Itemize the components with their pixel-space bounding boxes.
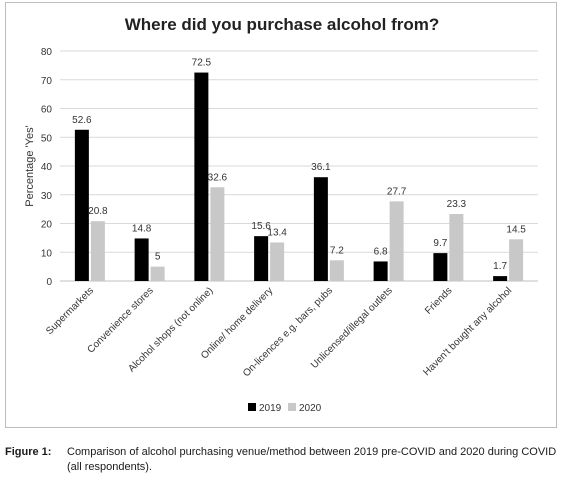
data-label-2020: 5: [155, 252, 161, 263]
data-label-2019: 52.6: [72, 115, 92, 126]
bar-2019: [313, 177, 328, 281]
y-tick-label: 40: [41, 162, 53, 173]
legend-label-2019: 2019: [259, 403, 282, 414]
bar-2019: [74, 129, 89, 281]
y-tick-label: 20: [41, 220, 53, 231]
bar-chart: Where did you purchase alcohol from? 0 10 2…: [24, 15, 538, 414]
data-label-2019: 9.7: [433, 238, 447, 249]
bar-2019: [493, 276, 508, 281]
data-label-2020: 7.2: [330, 245, 344, 256]
bar-2020: [449, 214, 464, 281]
bar-2020: [90, 221, 105, 281]
data-label-2020: 20.8: [88, 206, 108, 217]
chart-frame: [5, 2, 557, 428]
data-label-2020: 14.5: [506, 224, 526, 235]
figure-caption-text: Comparison of alcohol purchasing venue/m…: [67, 446, 557, 473]
data-label-2020: 27.7: [387, 186, 407, 197]
y-tick-label: 30: [41, 191, 53, 202]
bar-2019: [254, 236, 269, 281]
data-label-2019: 6.8: [374, 246, 388, 257]
y-tick-label: 60: [41, 105, 53, 116]
data-label-2019: 1.7: [493, 261, 507, 272]
bar-2020: [509, 239, 524, 281]
data-label-2019: 72.5: [192, 58, 212, 69]
bar-2020: [329, 260, 344, 281]
y-tick-label: 80: [41, 47, 53, 58]
chart-title: Where did you purchase alcohol from?: [125, 15, 440, 34]
y-axis-label: Percentage 'Yes': [24, 125, 36, 206]
legend-label-2020: 2020: [299, 403, 322, 414]
bar-2019: [134, 238, 149, 281]
bar-2019: [194, 72, 209, 281]
bar-2020: [150, 266, 165, 281]
y-tick-label: 50: [41, 133, 53, 144]
y-tick-label: 10: [41, 248, 53, 259]
bar-2020: [389, 201, 404, 281]
bar-2019: [373, 261, 388, 281]
data-label-2020: 13.4: [267, 227, 287, 238]
bar-2020: [270, 242, 285, 281]
bar-2019: [433, 253, 448, 281]
legend-swatch-2019: [248, 403, 256, 411]
data-label-2019: 15.6: [251, 221, 271, 232]
x-tick-label: Convenience stores: [85, 285, 155, 355]
data-label-2019: 14.8: [132, 223, 152, 234]
x-tick-label: Supermarkets: [44, 285, 96, 337]
legend-swatch-2020: [288, 403, 296, 411]
figure-label: Figure 1:: [5, 446, 52, 458]
data-label-2019: 36.1: [311, 162, 331, 173]
data-label-2020: 23.3: [447, 199, 467, 210]
data-label-2020: 32.6: [208, 172, 228, 183]
bar-2020: [210, 187, 225, 281]
y-tick-label: 0: [46, 277, 52, 288]
y-tick-label: 70: [41, 76, 53, 87]
x-tick-label: Friends: [423, 285, 454, 316]
